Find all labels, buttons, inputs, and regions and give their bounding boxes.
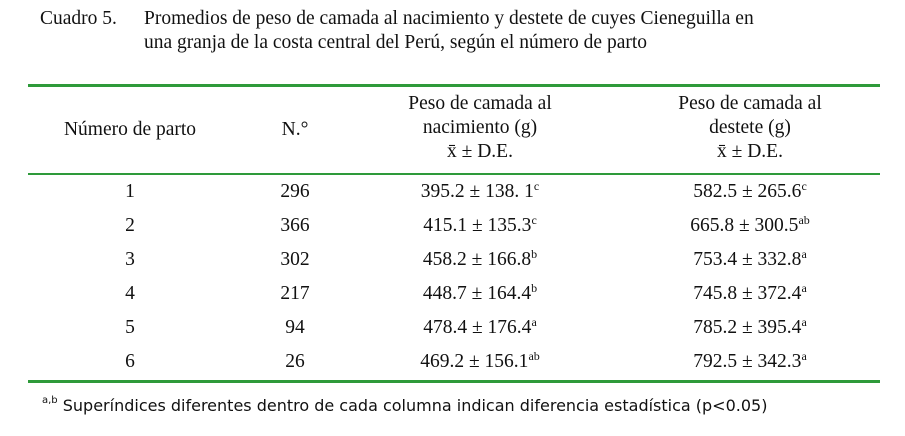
footnote-text: Superíndices diferentes dentro de cada c… — [62, 396, 768, 415]
table-cell: 296 — [280, 181, 310, 202]
footnote: a,b Superíndices diferentes dentro de ca… — [42, 395, 768, 416]
cell-value: 582.5 ± 265.6 — [693, 181, 802, 202]
cell-superscript: b — [531, 281, 538, 295]
caption-line: una granja de la costa central del Perú,… — [144, 32, 648, 53]
table-cell: 366 — [280, 215, 310, 236]
cell-superscript: a — [801, 281, 807, 295]
header-line: N.° — [281, 119, 309, 140]
cell-superscript: c — [531, 213, 537, 227]
table-cell: 6 — [125, 351, 135, 372]
table-cell: 5 — [125, 317, 135, 338]
header-line: x̄ ± D.E. — [447, 141, 513, 162]
table-cell: 469.2 ± 156.1ab — [420, 350, 540, 374]
header-rule — [28, 173, 880, 175]
header-cell: Peso de camada al destete (g) x̄ ± D.E. — [678, 92, 821, 164]
table-cell: 478.4 ± 176.4a — [423, 316, 537, 340]
header-line: Peso de camada al — [408, 93, 552, 114]
header-line: x̄ ± D.E. — [717, 141, 783, 162]
table-cell: 792.5 ± 342.3a — [693, 350, 807, 374]
cell-value: 469.2 ± 156.1 — [420, 351, 529, 372]
cell-value: 745.8 ± 372.4 — [693, 283, 802, 304]
header-cell: N.° — [282, 118, 309, 142]
table-cell: 4 — [125, 283, 135, 304]
table-cell: 2 — [125, 215, 135, 236]
table-cell: 745.8 ± 372.4a — [693, 282, 807, 306]
table-cell: 448.7 ± 164.4b — [423, 282, 537, 306]
header-cell: Peso de camada al nacimiento (g) x̄ ± D.E. — [408, 92, 551, 164]
cell-value: 448.7 ± 164.4 — [422, 283, 532, 304]
cell-value: 415.1 ± 135.3 — [423, 215, 532, 236]
table-cell: 665.8 ± 300.5ab — [690, 214, 810, 238]
cell-superscript: a — [801, 247, 807, 261]
bottom-rule — [28, 380, 880, 383]
cell-superscript: ab — [798, 213, 810, 227]
header-line: Número de parto — [63, 119, 197, 140]
cell-superscript: c — [533, 179, 540, 193]
table-cell: 302 — [280, 249, 310, 270]
header-line: destete (g) — [709, 117, 791, 138]
cell-superscript: b — [531, 247, 538, 261]
cell-superscript: ab — [528, 349, 540, 363]
cell-value: 792.5 ± 342.3 — [693, 351, 802, 372]
cell-superscript: a — [801, 315, 807, 329]
header-cell: Número de parto — [64, 118, 196, 142]
table-cell: 3 — [125, 249, 135, 270]
cell-value: 753.4 ± 332.8 — [693, 249, 802, 270]
table-cell: 753.4 ± 332.8a — [693, 248, 807, 272]
caption-label: Cuadro 5. — [40, 8, 117, 29]
table-cell: 26 — [285, 351, 305, 372]
cell-value: 458.2 ± 166.8 — [422, 249, 532, 270]
top-rule — [28, 84, 880, 87]
cell-value: 785.2 ± 395.4 — [693, 317, 802, 338]
table-cell: 395.2 ± 138. 1c — [421, 180, 539, 204]
cell-value: 395.2 ± 138. 1 — [420, 181, 534, 202]
table-cell: 785.2 ± 395.4a — [693, 316, 807, 340]
table-cell: 415.1 ± 135.3c — [423, 214, 537, 238]
cell-superscript: a — [801, 349, 807, 363]
header-line: Peso de camada al — [678, 93, 822, 114]
table-cell: 582.5 ± 265.6c — [693, 180, 807, 204]
table-cell: 1 — [125, 181, 135, 202]
cell-value: 665.8 ± 300.5 — [690, 215, 799, 236]
header-line: nacimiento (g) — [422, 117, 538, 138]
table-cell: 217 — [280, 283, 310, 304]
cell-superscript: a — [531, 315, 537, 329]
footnote-sup: a,b — [42, 395, 58, 406]
cell-value: 478.4 ± 176.4 — [423, 317, 532, 338]
caption-line: Promedios de peso de camada al nacimient… — [144, 8, 754, 29]
cell-superscript: c — [801, 179, 807, 193]
table-cell: 458.2 ± 166.8b — [423, 248, 537, 272]
table-cell: 94 — [285, 317, 305, 338]
